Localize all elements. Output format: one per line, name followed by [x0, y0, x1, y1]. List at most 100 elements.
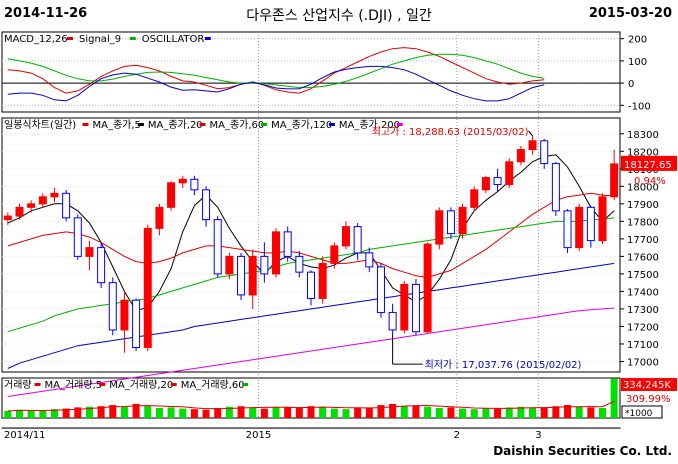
- macd-legend-swatch: [129, 37, 136, 40]
- volume-bar: [575, 406, 583, 418]
- volume-legend-swatch: [170, 383, 177, 386]
- candle-body: [108, 282, 117, 331]
- volume-bar: [272, 406, 280, 418]
- price-ytick-label: 18200: [627, 147, 659, 158]
- volume-legend-item: MA_거래량,60: [181, 379, 245, 391]
- volume-bar: [447, 407, 455, 418]
- price-ma-1: [7, 192, 615, 278]
- volume-bar: [179, 408, 187, 418]
- candle-body: [85, 247, 94, 257]
- candle-body: [120, 299, 129, 331]
- volume-bar: [564, 405, 572, 418]
- price-legend-item: MA_종가,60: [210, 119, 265, 131]
- volume-last-badge: [621, 378, 677, 391]
- candle-body: [435, 210, 444, 245]
- candle-body: [575, 206, 584, 249]
- volume-bar: [389, 403, 397, 418]
- candle-body: [27, 203, 36, 208]
- low-annotation: 최저가 : 17,037.76 (2015/02/02): [425, 359, 582, 371]
- macd-series-2: [7, 65, 545, 102]
- price-legend-item: MA_종가,5: [93, 119, 141, 131]
- volume-bar: [552, 406, 560, 418]
- volume-pct-text: 309.99%: [626, 394, 671, 405]
- price-ytick-label: 17700: [627, 235, 659, 246]
- candle-body: [516, 149, 525, 163]
- volume-bar: [540, 407, 548, 418]
- volume-last-text: 334,245K: [623, 380, 671, 391]
- volume-bar: [482, 408, 490, 418]
- volume-bar: [144, 406, 152, 418]
- candle-body: [540, 140, 549, 165]
- candle-body: [388, 311, 397, 331]
- price-ma-3: [7, 262, 615, 369]
- macd-legend-swatch: [67, 37, 73, 40]
- candle-body: [307, 271, 315, 299]
- candle-body: [586, 206, 595, 242]
- volume-bar: [330, 408, 338, 418]
- volume-bar: [85, 406, 93, 418]
- price-legend-item: MA_종가,120: [271, 119, 332, 131]
- volume-bar: [190, 409, 198, 418]
- brand-label: Daishin Securities Co. Ltd.: [493, 444, 672, 458]
- candle-body: [178, 178, 187, 184]
- candle-body: [505, 161, 514, 186]
- volume-bar: [284, 407, 292, 418]
- candle-body: [376, 266, 385, 313]
- price-ytick-label: 17000: [627, 357, 659, 368]
- volume-bar: [424, 406, 432, 418]
- volume-bar: [342, 409, 350, 418]
- volume-legend-item: 거래량: [4, 379, 32, 391]
- price-legend-swatch: [137, 123, 144, 126]
- macd-legend-swatch: [204, 37, 211, 40]
- candle-body: [283, 231, 292, 257]
- volume-unit-box: [621, 405, 663, 419]
- candle-body: [73, 217, 82, 257]
- volume-bar: [295, 408, 303, 418]
- price-legend-item: MA_종가,200: [339, 119, 400, 131]
- macd-ytick-label: 0: [628, 79, 634, 90]
- price-legend-swatch: [396, 123, 403, 126]
- volume-bar: [132, 403, 140, 418]
- macd-legend-item: MACD_12,26: [4, 34, 68, 45]
- candle-body: [481, 177, 490, 191]
- volume-bar: [459, 408, 467, 418]
- candle-body: [225, 255, 234, 275]
- volume-bar: [109, 405, 117, 418]
- candle-body: [213, 219, 222, 275]
- volume-bar: [167, 407, 175, 418]
- macd-legend-item: OSCILLATOR: [142, 34, 205, 45]
- candle-body: [132, 299, 141, 348]
- volume-bar: [62, 408, 70, 418]
- date-end: 2015-03-20: [588, 6, 672, 21]
- price-ytick-label: 17600: [627, 252, 659, 263]
- candle-body: [62, 192, 71, 219]
- volume-bar: [27, 410, 35, 418]
- volume-bar: [494, 408, 502, 418]
- volume-bar: [354, 408, 362, 418]
- candle-body: [15, 206, 24, 217]
- volume-bar: [260, 408, 268, 418]
- high-pointer: [528, 130, 533, 137]
- macd-ytick-label: 200: [628, 35, 647, 46]
- volume-ma-5: [7, 400, 615, 412]
- candle-body: [237, 255, 246, 296]
- candle-body: [202, 189, 211, 221]
- candle-body: [528, 140, 537, 151]
- price-ma-4: [7, 307, 615, 397]
- volume-bar: [39, 410, 47, 418]
- candle-body: [167, 182, 176, 208]
- price-ytick-label: 17100: [627, 340, 659, 351]
- x-axis-label: 2: [454, 430, 460, 441]
- macd-legend-item: Signal_9: [79, 34, 121, 45]
- price-ytick-label: 17500: [627, 270, 659, 281]
- volume-bar: [249, 407, 257, 418]
- volume-legend-swatch: [34, 383, 41, 386]
- volume-bar: [517, 406, 525, 418]
- volume-bar: [400, 406, 408, 418]
- candle-body: [458, 206, 467, 235]
- candle-body: [50, 192, 59, 198]
- price-ytick-label: 17300: [627, 305, 659, 316]
- last-price-badge: [621, 155, 677, 171]
- macd-series-0: [7, 47, 545, 94]
